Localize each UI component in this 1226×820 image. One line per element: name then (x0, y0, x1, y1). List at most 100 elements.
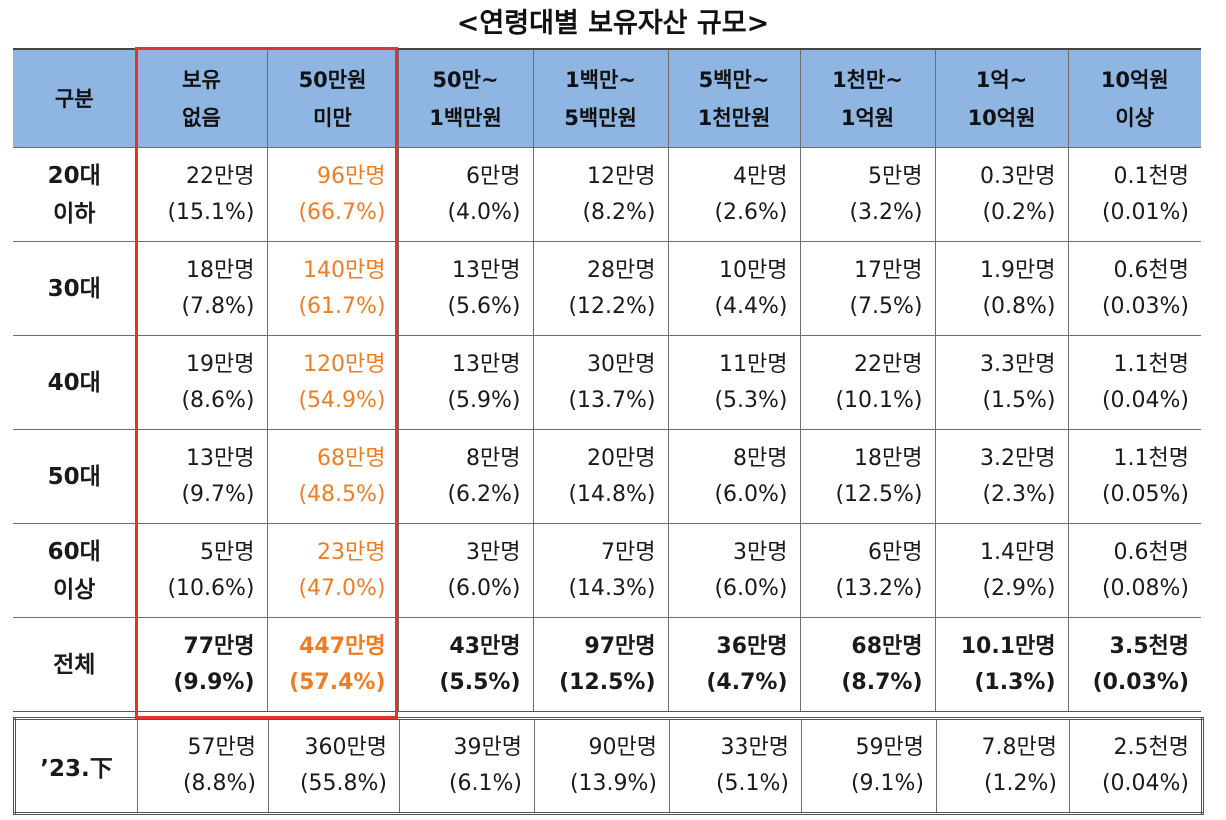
cell-count: 360만명 (304, 735, 387, 760)
table-cell: 90만명 (13.9%) (534, 718, 670, 814)
cell-percent: (2.3%) (982, 481, 1056, 507)
table-cell: 1.9만명 (0.8%) (934, 241, 1069, 336)
table-cell: 57만명 (8.8%) (137, 718, 269, 814)
row-label: 전체 (13, 617, 137, 712)
cell-count: 0.6천명 (1113, 257, 1189, 283)
cell-count: 96만명 (317, 163, 386, 189)
cell-count: 22만명 (854, 351, 923, 377)
cell-percent: (14.8%) (568, 481, 656, 507)
cell-count: 13만명 (186, 445, 255, 471)
cell-count: 8만명 (733, 445, 788, 471)
header-row: 구분 보유 없음 50만원 미만 50만~ 1백만원 1백만~ 5백만원 5백만~ 1천만… (13, 48, 1201, 148)
cell-percent: (0.08%) (1101, 575, 1189, 601)
cell-percent: (4.0%) (447, 199, 521, 225)
table-cell: 43만명 (5.5%) (397, 617, 534, 712)
cell-count: 447만명 (299, 633, 386, 659)
header-line: 10억원 (1100, 67, 1169, 92)
cell-percent: (13.2%) (835, 575, 923, 601)
cell-count: 1.1천명 (1113, 445, 1189, 471)
table-row: 40대 19만명 (8.6%) 120만명 (54.9%) 13만명 (5.9%) 30만명 (… (13, 335, 1201, 430)
table-cell: 17만명 (7.5%) (799, 241, 936, 336)
cell-count: 3.2만명 (980, 445, 1056, 471)
cell-percent: (4.7%) (706, 669, 788, 695)
table-row: 50대 13만명 (9.7%) 68만명 (48.5%) 8만명 (6.2%) 20만명 (14… (13, 429, 1201, 524)
header-col: 50만원 미만 (266, 48, 399, 148)
cell-count: 7.8만명 (981, 735, 1057, 760)
cell-count: 33만명 (720, 735, 789, 760)
table-row: 60대 이상 5만명 (10.6%) 23만명 (47.0%) 3만명 (6.0%) 7만명 (1… (13, 523, 1201, 618)
row-label: 60대 이상 (13, 523, 137, 618)
asset-table: 구분 보유 없음 50만원 미만 50만~ 1백만원 1백만~ 5백만원 5백만~ 1천만… (13, 48, 1201, 712)
cell-count: 140만명 (303, 257, 386, 283)
cell-percent: (10.1%) (835, 387, 923, 413)
cell-percent: (48.5%) (298, 481, 386, 507)
cell-count: 0.3만명 (980, 163, 1056, 189)
cell-count: 68만명 (851, 633, 923, 659)
table-cell: 1.1천명 (0.05%) (1067, 429, 1201, 524)
row-label-line: 30대 (47, 275, 101, 302)
cell-percent: (2.9%) (982, 575, 1056, 601)
table-cell: 140만명 (61.7%) (266, 241, 399, 336)
cell-count: 10.1만명 (960, 633, 1056, 659)
header-line: 이상 (1115, 105, 1155, 130)
cell-percent: (54.9%) (298, 387, 386, 413)
cell-percent: (5.9%) (447, 387, 521, 413)
table-cell: 447만명 (57.4%) (266, 617, 399, 712)
cell-percent: (8.8%) (182, 771, 256, 796)
cell-count: 2.5천명 (1113, 735, 1189, 760)
table-cell: 3.3만명 (1.5%) (934, 335, 1069, 430)
table-cell: 30만명 (13.7%) (532, 335, 669, 430)
table-cell: 11만명 (5.3%) (667, 335, 801, 430)
table-cell: 0.6천명 (0.08%) (1067, 523, 1201, 618)
header-line: 미만 (313, 105, 352, 130)
cell-count: 0.1천명 (1113, 163, 1189, 189)
cell-count: 36만명 (716, 633, 788, 659)
table-cell: 23만명 (47.0%) (266, 523, 399, 618)
cell-count: 1.9만명 (980, 257, 1056, 283)
cell-count: 30만명 (587, 351, 656, 377)
row-label: 40대 (13, 335, 137, 430)
cell-percent: (0.8%) (982, 293, 1056, 319)
previous-period-table: ’23.下 57만명 (8.8%) 360만명 (55.8%) 39만명 (6.1%) 90… (13, 717, 1204, 815)
cell-percent: (66.7%) (298, 199, 386, 225)
cell-percent: (6.0%) (714, 481, 788, 507)
cell-percent: (55.8%) (299, 771, 387, 796)
table-cell: 0.1천명 (0.01%) (1067, 147, 1201, 242)
cell-percent: (12.5%) (835, 481, 923, 507)
cell-count: 43만명 (449, 633, 521, 659)
cell-count: 77만명 (183, 633, 255, 659)
table-body: 20대 이하 22만명 (15.1%) 96만명 (66.7%) 6만명 (4.0%) 12만명… (13, 147, 1201, 712)
table-cell: 33만명 (5.1%) (669, 718, 802, 814)
header-category: 구분 (13, 48, 137, 148)
cell-percent: (5.5%) (439, 669, 521, 695)
cell-percent: (8.2%) (582, 199, 656, 225)
table-row: 전체 77만명 (9.9%) 447만명 (57.4%) 43만명 (5.5%) 97만명 (1… (13, 617, 1201, 712)
cell-percent: (5.3%) (714, 387, 788, 413)
table-cell: 3만명 (6.0%) (667, 523, 801, 618)
table-cell: 1.4만명 (2.9%) (934, 523, 1069, 618)
table-cell: 0.6천명 (0.03%) (1067, 241, 1201, 336)
cell-percent: (4.4%) (714, 293, 788, 319)
cell-percent: (0.03%) (1092, 669, 1189, 695)
table-cell: 1.1천명 (0.04%) (1067, 335, 1201, 430)
row-label-line: 60대 (47, 538, 101, 565)
header-line: 없음 (182, 105, 221, 130)
table-cell: 59만명 (9.1%) (801, 718, 937, 814)
cell-count: 22만명 (186, 163, 255, 189)
cell-percent: (0.03%) (1101, 293, 1189, 319)
row-label: 20대 이하 (13, 147, 137, 242)
table-cell: 22만명 (15.1%) (135, 147, 268, 242)
cell-percent: (0.01%) (1101, 199, 1189, 225)
cell-count: 19만명 (186, 351, 255, 377)
row-label-line: 40대 (47, 369, 101, 396)
header-category-label: 구분 (54, 86, 94, 111)
cell-count: 97만명 (584, 633, 656, 659)
table-cell: 96만명 (66.7%) (266, 147, 399, 242)
table-cell: 13만명 (5.6%) (397, 241, 534, 336)
cell-percent: (6.1%) (448, 771, 522, 796)
cell-percent: (1.3%) (974, 669, 1056, 695)
table-cell: 360만명 (55.8%) (268, 718, 400, 814)
cell-count: 28만명 (587, 257, 656, 283)
cell-percent: (6.2%) (447, 481, 521, 507)
